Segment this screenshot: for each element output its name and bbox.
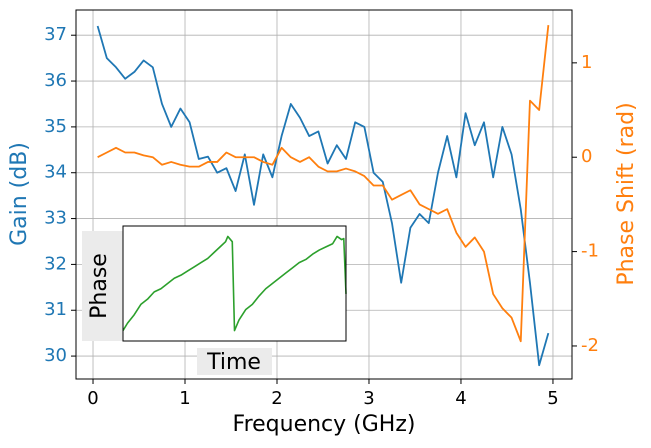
y2-tick-label: 1 [581,52,592,73]
series-line [97,25,550,343]
y2-tick-label: 0 [581,146,592,167]
y-tick-label: 33 [44,208,67,229]
y2-axis-label: Phase Shift (rad) [614,102,639,285]
y-tick-label: 36 [44,70,67,91]
y-axis-label: Gain (dB) [7,142,32,246]
y2-tick-label: -2 [581,335,599,356]
x-tick-label: 1 [179,388,190,409]
x-tick-label: 4 [455,388,466,409]
y2-tick-label: -1 [581,241,599,262]
x-tick-label: 0 [87,388,98,409]
inset-x-label: Time [206,350,261,375]
x-tick-label: 2 [271,388,282,409]
plot-frame [75,9,573,380]
y-tick-label: 34 [44,162,67,183]
inset-y-label: Phase [87,253,112,319]
series-line [96,25,550,367]
x-tick-label: 3 [363,388,374,409]
inset-ylabel-bg [82,231,123,341]
y-tick-label: 35 [44,116,67,137]
y-tick-label: 37 [44,24,67,45]
x-axis-label: Frequency (GHz) [233,412,416,437]
inset-line [122,235,347,332]
y-tick-label: 31 [44,299,67,320]
x-tick-label: 5 [547,388,558,409]
y-tick-label: 30 [44,345,67,366]
inset-xlabel-bg [197,348,272,375]
inset-frame [122,225,347,342]
y-tick-label: 32 [44,253,67,274]
